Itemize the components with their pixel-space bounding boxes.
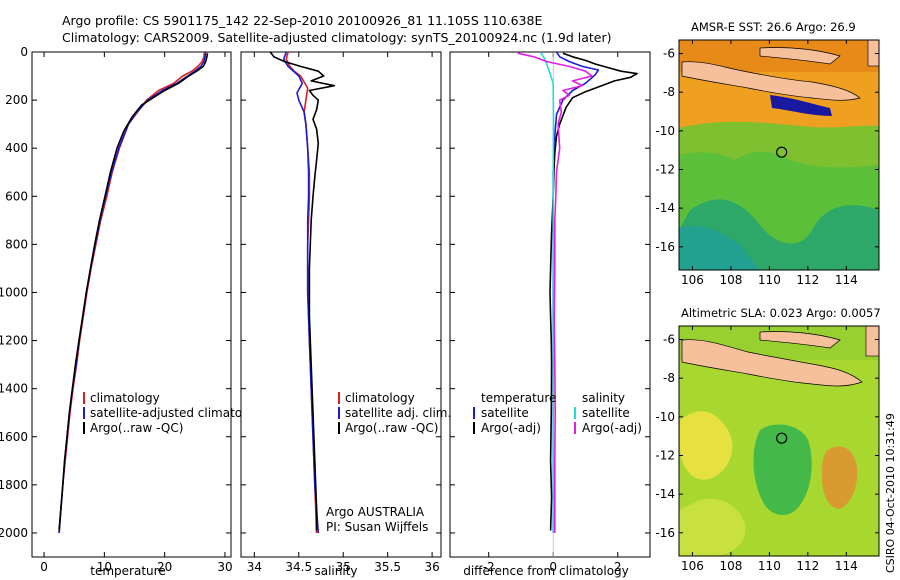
salinity-profile-panel: 34 34.5 35 35.5 36 salinity climatology sate… (240, 51, 451, 578)
sst-teal-region (679, 225, 760, 270)
salinity-xlabel: salinity (314, 564, 357, 578)
argo-location-marker (776, 146, 788, 158)
lon-tick-label: 112 (796, 559, 819, 573)
lat-tick-label: -14 (655, 201, 675, 215)
sst-dark-coastal-band (770, 95, 832, 116)
x-tick-label: 10 (97, 560, 112, 574)
y-tick-label: 400 (5, 141, 28, 155)
legend-label-argo: Argo(..raw -QC) (345, 421, 438, 435)
x-tick-label: 36 (424, 560, 439, 574)
bali-landmass-sla (865, 326, 879, 357)
x-tick-label: 35.5 (374, 560, 401, 574)
sla-yellow-anomaly (680, 411, 733, 480)
x-tick-label: -2 (483, 560, 495, 574)
series-line-salinity-argo-adj (517, 52, 593, 533)
sst-map-title: AMSR-E SST: 26.6 Argo: 26.9 (691, 20, 856, 34)
difference-xlabel: difference from climatology (463, 564, 629, 578)
salinity-legend: climatology satellite adj. clim. Argo(..… (338, 391, 451, 435)
lat-tick-label: -10 (655, 410, 675, 424)
lat-tick-label: -10 (655, 124, 675, 138)
lat-tick-label: -6 (663, 333, 675, 347)
y-tick-label: 1000 (0, 285, 28, 299)
lat-tick-label: -8 (663, 85, 675, 99)
temperature-plot-frame (31, 51, 232, 558)
difference-legend: temperature satellite Argo(-adj) salinit… (473, 391, 642, 435)
legend-group-salinity: salinity (582, 391, 625, 405)
legend-label-climatology: climatology (345, 391, 415, 405)
lon-tick-label: 106 (681, 273, 704, 287)
lat-tick-label: -6 (663, 47, 675, 61)
java-landmass-sst (681, 61, 861, 101)
sla-yellow-south (679, 498, 746, 556)
figure-title-line2: Climatology: CARS2009. Satellite-adjuste… (62, 30, 612, 45)
java-landmass-sla (681, 339, 863, 387)
legend-label-climatology: climatology (90, 391, 160, 405)
figure-title-line1: Argo profile: CS 5901175_142 22-Sep-2010… (62, 13, 543, 28)
x-tick-label: 35 (336, 560, 351, 574)
lon-tick-label: 108 (719, 273, 742, 287)
series-line-argo-raw-qc (269, 52, 336, 531)
difference-profile-panel: -2 0 2 difference from climatology tempera… (449, 51, 651, 578)
lon-tick-label: 108 (719, 559, 742, 573)
y-tick-label: 1600 (0, 430, 28, 444)
operator-annotation: Argo AUSTRALIA (326, 505, 425, 519)
legend-label-satellite: satellite-adjusted climatology (90, 406, 268, 420)
x-tick-label: 30 (217, 560, 232, 574)
lon-tick-label: 106 (681, 559, 704, 573)
x-tick-label: 20 (157, 560, 172, 574)
x-tick-label: 0 (549, 560, 557, 574)
legend-label-sal-argo: Argo(-adj) (582, 421, 642, 435)
temperature-legend: climatology satellite-adjusted climatolo… (83, 391, 268, 435)
lat-tick-label: -14 (655, 487, 675, 501)
sla-green-anomaly (753, 424, 812, 516)
lat-tick-label: -8 (663, 371, 675, 385)
pi-annotation: PI: Susan Wijffels (326, 520, 428, 534)
madura-landmass-sla (759, 331, 841, 349)
temperature-profile-panel: 0 10 20 30 0 200 400 600 800 1000 1200 1400 1600 1800… (0, 45, 268, 578)
x-tick-label: 34 (247, 560, 262, 574)
x-tick-label: 2 (614, 560, 622, 574)
lat-tick-label: -12 (655, 162, 675, 176)
lon-tick-label: 114 (835, 273, 858, 287)
argo-location-marker (776, 432, 788, 444)
legend-label-temp-satellite: satellite (481, 406, 529, 420)
y-tick-label: 1200 (0, 334, 28, 348)
series-line-satellite-adj-clim (282, 52, 320, 534)
y-tick-label: 200 (5, 93, 28, 107)
x-tick-label: 34.5 (285, 560, 312, 574)
y-tick-label: 1400 (0, 382, 28, 396)
legend-label-argo: Argo(..raw -QC) (90, 421, 183, 435)
sla-map-frame (678, 325, 880, 557)
sst-map-panel: 106 108 110 112 114 -6 -8 -10 -12 -14 -16 (655, 39, 880, 287)
salinity-plot-frame (240, 51, 442, 558)
sst-map-frame (678, 39, 880, 271)
lon-tick-label: 110 (758, 273, 781, 287)
series-line-argo-raw-qc (58, 53, 209, 531)
legend-label-temp-argo: Argo(-adj) (481, 421, 541, 435)
y-tick-label: 0 (20, 45, 28, 59)
legend-group-temperature: temperature (481, 391, 556, 405)
lon-tick-label: 110 (758, 559, 781, 573)
sla-orange-anomaly (822, 446, 858, 509)
x-tick-label: 0 (40, 560, 48, 574)
lat-tick-label: -16 (655, 240, 675, 254)
lon-tick-label: 114 (835, 559, 858, 573)
madura-landmass-sst (759, 47, 841, 65)
sla-map-title: Altimetric SLA: 0.023 Argo: 0.0057 (681, 306, 881, 320)
lon-tick-label: 112 (796, 273, 819, 287)
lat-tick-label: -12 (655, 448, 675, 462)
y-tick-label: 800 (5, 237, 28, 251)
temperature-xlabel: temperature (90, 564, 165, 578)
y-tick-label: 600 (5, 189, 28, 203)
y-tick-label: 1800 (0, 478, 28, 492)
bali-landmass-sst (867, 40, 879, 67)
legend-label-satellite: satellite adj. clim. (345, 406, 451, 420)
lat-tick-label: -16 (655, 526, 675, 540)
sla-map-panel: 106 108 110 112 114 -6 -8 -10 -12 -14 -16 (655, 325, 880, 573)
y-tick-label: 2000 (0, 526, 28, 540)
legend-label-sal-satellite: satellite (582, 406, 630, 420)
